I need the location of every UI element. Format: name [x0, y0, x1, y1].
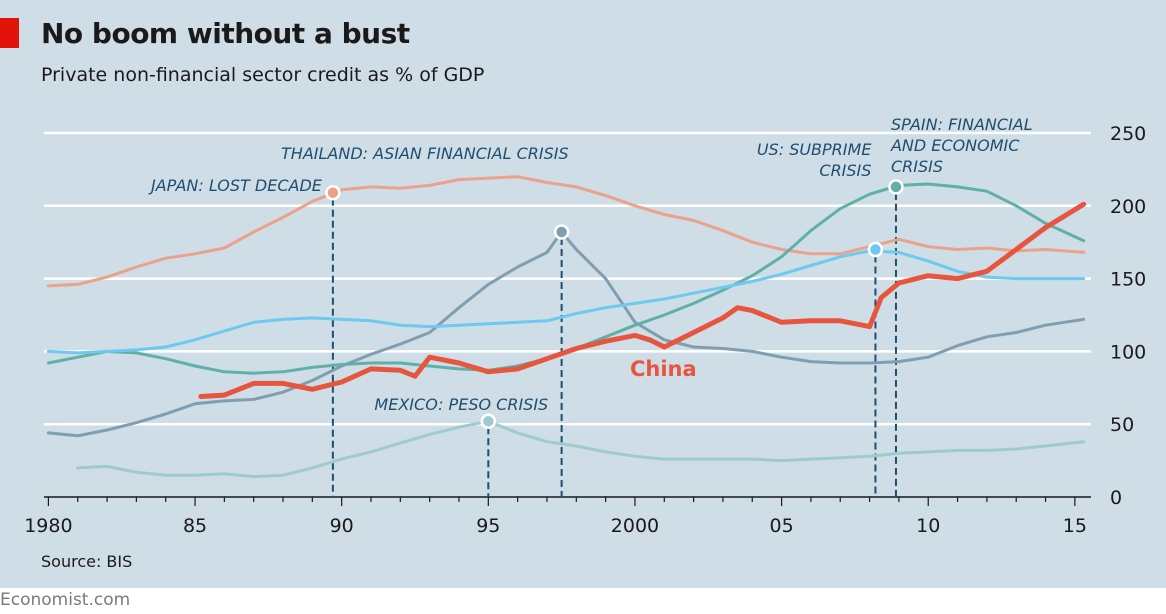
axes: 0 50 100 150 200 250 1980 85 90 95 2000 05 10 15 — [24, 123, 1146, 537]
y-tick-label: 250 — [1110, 123, 1146, 145]
annotation-thailand: THAILAND: ASIAN FINANCIAL CRISIS — [281, 144, 569, 163]
annotation-spain: CRISIS — [891, 157, 943, 176]
event-dot-spain — [888, 179, 904, 195]
x-tick-label: 95 — [476, 515, 500, 537]
annotation-spain: SPAIN: FINANCIAL — [891, 115, 1033, 134]
event-dot-mexico — [480, 413, 497, 430]
x-tick-label: 90 — [330, 515, 354, 537]
y-tick-label: 0 — [1110, 487, 1122, 509]
x-tick-label: 85 — [183, 515, 207, 537]
series-line-japan — [46, 175, 1086, 288]
event-dot-japan — [325, 184, 341, 201]
y-tick-label: 200 — [1110, 196, 1146, 218]
gridlines — [44, 131, 1091, 426]
x-tick-label: 2000 — [611, 515, 659, 537]
series-line-china — [198, 201, 1087, 399]
series-line-us — [46, 249, 1086, 355]
annotation-us: CRISIS — [819, 161, 871, 180]
chart-labels: JAPAN: LOST DECADE THAILAND: ASIAN FINANC… — [148, 115, 1033, 414]
chart-panel — [0, 0, 1166, 588]
brand-footer: Economist.com — [0, 590, 131, 610]
brand-red-tab — [0, 18, 19, 48]
annotation-mexico: MEXICO: PESO CRISIS — [374, 395, 548, 414]
annotation-us: US: SUBPRIME — [757, 140, 872, 159]
chart-subtitle: Private non-financial sector credit as %… — [41, 64, 485, 86]
series-label-china: China — [630, 357, 697, 381]
x-tick-label: 1980 — [24, 515, 72, 537]
event-dot-thailand — [553, 224, 570, 240]
series-line-mexico — [76, 419, 1086, 479]
event-dot-us — [867, 241, 884, 258]
chart-title: No boom without a bust — [41, 17, 410, 50]
series-lines — [46, 175, 1087, 479]
x-tick-label: 05 — [769, 515, 793, 537]
y-tick-label: 50 — [1110, 414, 1134, 436]
x-tick-label: 15 — [1063, 515, 1087, 537]
source-note: Source: BIS — [41, 552, 133, 571]
annotation-spain: AND ECONOMIC — [890, 136, 1020, 155]
line-chart: 0 50 100 150 200 250 1980 85 90 95 2000 05 10 15 JAPA… — [24, 115, 1146, 537]
x-tick-label: 10 — [916, 515, 940, 537]
annotation-japan: JAPAN: LOST DECADE — [148, 176, 323, 195]
y-tick-label: 150 — [1110, 269, 1146, 291]
event-markers — [331, 192, 897, 497]
y-tick-label: 100 — [1110, 341, 1146, 363]
event-dots — [325, 179, 904, 430]
